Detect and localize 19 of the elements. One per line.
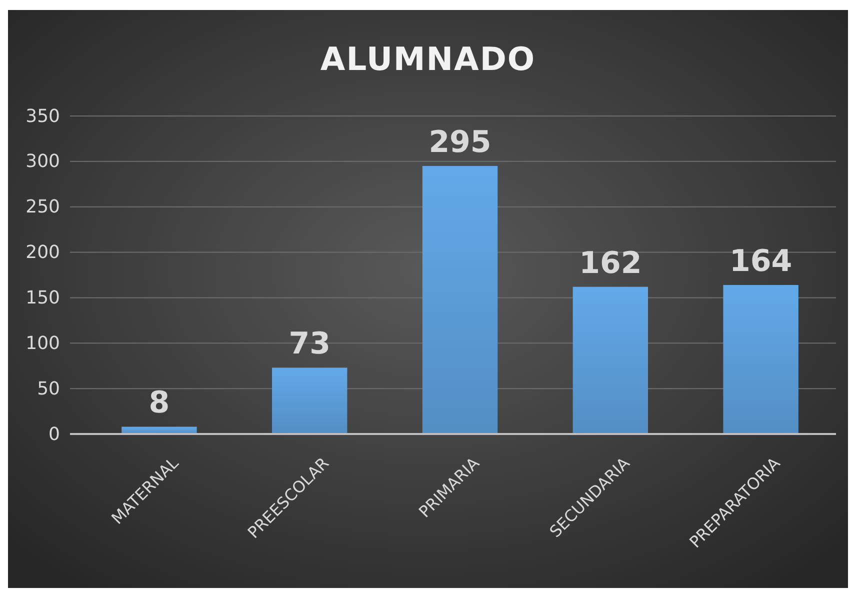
chart-title: ALUMNADO — [320, 40, 536, 78]
bar — [122, 426, 197, 434]
bar — [572, 286, 648, 434]
y-tick-label: 100 — [26, 332, 60, 354]
data-label: 162 — [579, 246, 642, 281]
bar — [272, 368, 348, 434]
y-tick-label: 150 — [26, 287, 60, 308]
data-label: 73 — [288, 326, 330, 362]
data-label: 295 — [428, 124, 492, 160]
y-tick-label: 350 — [26, 106, 60, 127]
y-tick-label: 200 — [26, 242, 60, 264]
bar — [422, 166, 498, 434]
data-label: 8 — [148, 386, 170, 421]
y-tick-label: 300 — [26, 151, 60, 172]
data-label: 164 — [729, 244, 792, 279]
bar — [723, 284, 798, 434]
y-tick-label: 250 — [26, 196, 60, 218]
y-tick-label: 0 — [48, 424, 60, 445]
y-tick-label: 50 — [37, 378, 60, 400]
